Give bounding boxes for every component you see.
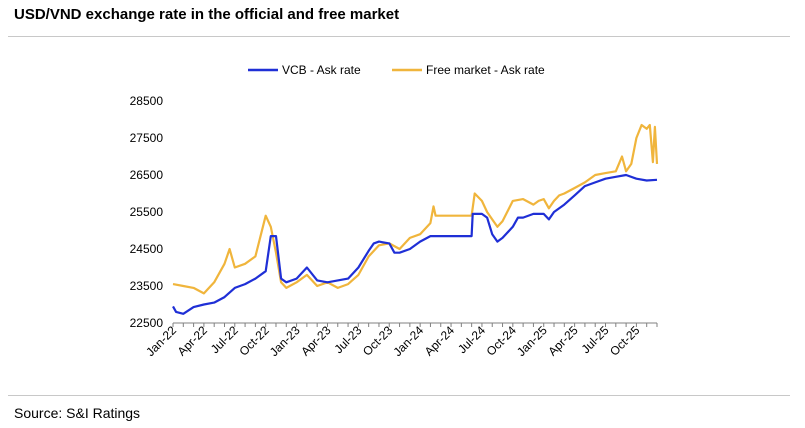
series-line-free-market bbox=[172, 123, 659, 295]
x-tick-label: Oct-22 bbox=[236, 323, 272, 359]
x-tick-label: Apr-22 bbox=[175, 323, 211, 359]
x-tick-label: Oct-23 bbox=[360, 323, 396, 359]
x-tick-label: Jul-23 bbox=[331, 323, 364, 356]
x-tick-label: Jan-24 bbox=[390, 323, 426, 359]
chart-title: USD/VND exchange rate in the official an… bbox=[14, 6, 400, 23]
series-layer bbox=[172, 123, 659, 315]
x-tick-label: Jan-25 bbox=[514, 323, 550, 359]
top-divider bbox=[8, 36, 790, 37]
y-tick-label: 27500 bbox=[130, 131, 164, 145]
y-tick-label: 28500 bbox=[130, 94, 164, 108]
x-axis: Jan-22Apr-22Jul-22Oct-22Jan-23Apr-23Jul-… bbox=[143, 322, 658, 359]
y-tick-label: 26500 bbox=[130, 168, 164, 182]
x-tick-label: Oct-25 bbox=[607, 323, 643, 359]
x-tick-label: Jul-22 bbox=[208, 323, 241, 356]
legend-label-free-market: Free market - Ask rate bbox=[426, 63, 545, 77]
legend-label-vcb: VCB - Ask rate bbox=[282, 63, 361, 77]
line-chart: VCB - Ask rate Free market - Ask rate 22… bbox=[130, 63, 659, 359]
y-tick-label: 22500 bbox=[130, 316, 164, 330]
y-tick-label: 25500 bbox=[130, 205, 164, 219]
y-tick-label: 23500 bbox=[130, 279, 164, 293]
series-line-vcb bbox=[172, 173, 658, 315]
y-tick-label: 24500 bbox=[130, 242, 164, 256]
y-axis: 22500 23500 24500 25500 26500 27500 28500 bbox=[130, 94, 164, 330]
x-tick-label: Oct-24 bbox=[484, 323, 520, 359]
legend: VCB - Ask rate Free market - Ask rate bbox=[248, 63, 545, 77]
x-tick-label: Jul-24 bbox=[455, 323, 488, 356]
source-note: Source: S&I Ratings bbox=[14, 405, 141, 421]
bottom-divider bbox=[8, 395, 790, 396]
x-tick-label: Jan-23 bbox=[267, 323, 303, 359]
x-tick-label: Apr-25 bbox=[545, 323, 581, 359]
x-tick-label: Apr-24 bbox=[422, 323, 458, 359]
x-tick-label: Apr-23 bbox=[298, 323, 334, 359]
x-tick-label: Jul-25 bbox=[579, 323, 612, 356]
